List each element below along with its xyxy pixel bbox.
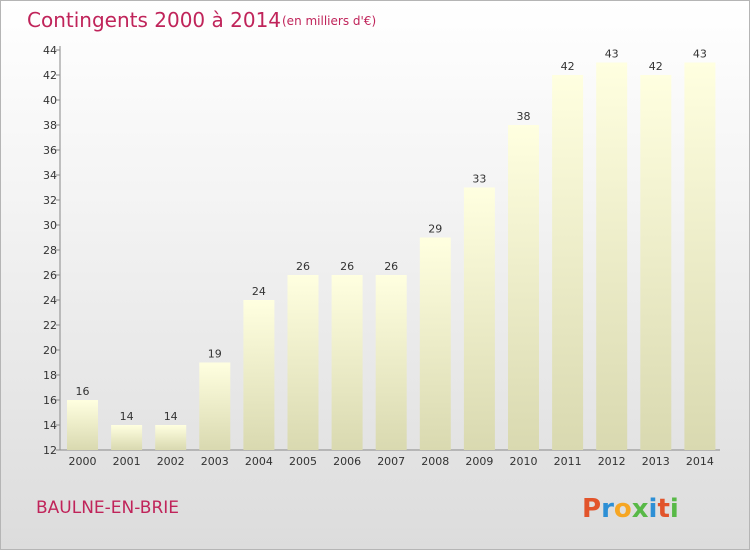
bar-2005	[287, 275, 319, 450]
x-tick-label: 2002	[157, 455, 185, 468]
bar-2011	[552, 75, 584, 450]
y-tick-label: 16	[43, 394, 57, 407]
y-tick-label: 24	[43, 294, 57, 307]
y-tick-label: 38	[43, 119, 57, 132]
y-tick-label: 20	[43, 344, 57, 357]
y-tick-label: 44	[43, 44, 57, 57]
bar-value-label: 14	[120, 410, 134, 423]
chart-title: Contingents 2000 à 2014	[27, 8, 281, 32]
bar-2008	[419, 237, 451, 450]
bar-2000	[67, 400, 98, 450]
bar-2004	[243, 300, 275, 450]
x-tick-label: 2005	[289, 455, 317, 468]
y-tick-label: 28	[43, 244, 57, 257]
y-tick-label: 42	[43, 69, 57, 82]
bar-value-label: 38	[517, 110, 531, 123]
x-tick-label: 2001	[113, 455, 141, 468]
bar-value-label: 26	[340, 260, 354, 273]
y-tick-label: 34	[43, 169, 57, 182]
x-tick-label: 2009	[465, 455, 493, 468]
bar-value-label: 14	[164, 410, 178, 423]
x-tick-label: 2013	[642, 455, 670, 468]
x-tick-label: 2014	[686, 455, 714, 468]
bar-2007	[375, 275, 407, 450]
bar-value-label: 16	[76, 385, 90, 398]
bar-2012	[596, 62, 628, 450]
bar-value-label: 42	[649, 60, 663, 73]
commune-name: BAULNE-EN-BRIE	[36, 498, 179, 518]
x-tick-label: 2008	[421, 455, 449, 468]
y-tick-label: 12	[43, 444, 57, 457]
x-tick-label: 2006	[333, 455, 361, 468]
x-tick-label: 2000	[69, 455, 97, 468]
bar-2013	[640, 75, 672, 450]
chart-subtitle: (en milliers d'€)	[282, 14, 376, 28]
bar-value-label: 19	[208, 348, 222, 361]
y-tick-label: 36	[43, 144, 57, 157]
y-tick-label: 30	[43, 219, 57, 232]
y-tick-label: 32	[43, 194, 57, 207]
x-tick-label: 2010	[510, 455, 538, 468]
bar-value-label: 43	[605, 48, 619, 61]
y-tick-label: 26	[43, 269, 57, 282]
y-tick-label: 14	[43, 419, 57, 432]
bar-2003	[199, 362, 231, 450]
y-tick-label: 18	[43, 369, 57, 382]
bar-2006	[331, 275, 363, 450]
bar-value-label: 42	[561, 60, 575, 73]
bar-value-label: 29	[428, 223, 442, 236]
proxiti-logo: Proxiti	[582, 494, 679, 524]
bar-value-label: 43	[693, 48, 707, 61]
bar-2014	[684, 62, 716, 450]
x-tick-label: 2003	[201, 455, 229, 468]
x-tick-label: 2004	[245, 455, 273, 468]
bar-2001	[111, 425, 143, 450]
x-tick-label: 2012	[598, 455, 626, 468]
y-tick-label: 40	[43, 94, 57, 107]
x-tick-label: 2007	[377, 455, 405, 468]
bar-value-label: 26	[384, 260, 398, 273]
bar-value-label: 26	[296, 260, 310, 273]
logo-text: Proxiti	[582, 494, 679, 524]
bar-value-label: 24	[252, 285, 266, 298]
bar-2010	[508, 125, 539, 450]
bar-2002	[155, 425, 187, 450]
bar-value-label: 33	[472, 173, 486, 186]
bar-2009	[463, 187, 495, 450]
bars: 16 14 14 19 24 26 26 26 29 33 38 42 43 42 43	[67, 48, 716, 450]
x-tick-label: 2011	[554, 455, 582, 468]
y-tick-label: 22	[43, 319, 57, 332]
